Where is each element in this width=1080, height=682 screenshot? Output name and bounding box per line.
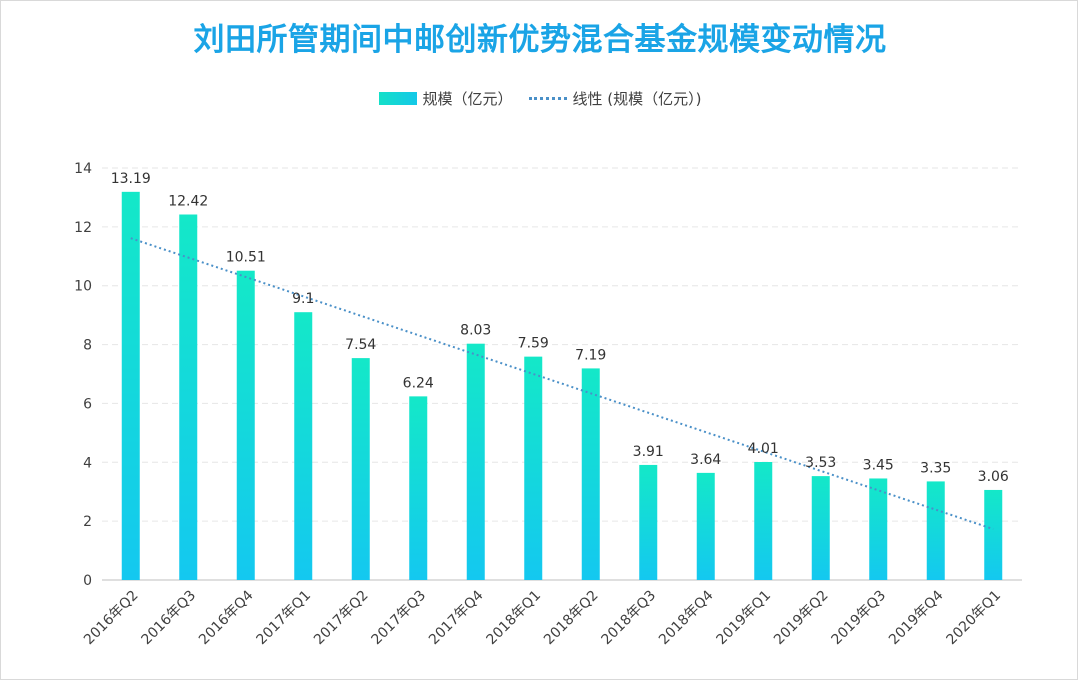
data-label: 3.64 (690, 452, 721, 468)
bar (351, 358, 370, 580)
legend-swatch-trend (528, 97, 567, 100)
y-tick-label: 4 (83, 455, 92, 471)
bar (984, 489, 1003, 580)
legend-item-bar: 规模（亿元） (378, 88, 513, 109)
bar (524, 356, 543, 580)
data-labels: 13.19 12.42 10.51 9.1 7.54 6.24 8.03 7.59 7.19 3.… (111, 171, 1009, 485)
y-tick-label: 8 (83, 338, 92, 354)
data-label: 3.45 (863, 457, 894, 473)
trendline-path (130, 237, 994, 531)
data-label: 4.01 (748, 441, 779, 457)
bar (811, 476, 830, 580)
x-tick-label: 2019年Q3 (829, 588, 890, 649)
y-tick-label: 6 (83, 396, 92, 412)
data-label: 3.53 (805, 455, 836, 471)
y-axis: 0 2 4 6 8 10 12 14 (74, 161, 92, 589)
data-label: 6.24 (403, 375, 434, 391)
y-tick-label: 2 (83, 514, 92, 530)
x-tick-label: 2019年Q4 (886, 587, 947, 648)
bar (639, 464, 658, 580)
x-tick-label: 2018年Q4 (656, 587, 717, 648)
data-label: 3.35 (920, 460, 951, 476)
x-tick-label: 2016年Q4 (196, 587, 257, 648)
x-tick-label: 2018年Q1 (484, 588, 545, 649)
gridlines (102, 167, 1022, 581)
chart-title: 刘田所管期间中邮创新优势混合基金规模变动情况 (193, 22, 887, 58)
bar (409, 396, 428, 580)
data-label: 3.06 (978, 469, 1009, 485)
x-tick-label: 2017年Q3 (369, 588, 430, 649)
y-tick-label: 14 (74, 161, 92, 177)
bar (466, 343, 485, 580)
bar (294, 312, 313, 580)
data-label: 9.1 (292, 291, 314, 307)
bar (696, 472, 715, 580)
x-tick-label: 2018年Q2 (541, 588, 602, 649)
data-label: 7.59 (518, 336, 549, 352)
data-label: 7.54 (345, 337, 376, 353)
bar (581, 368, 600, 580)
x-tick-label: 2017年Q1 (254, 588, 315, 649)
data-label: 3.91 (633, 444, 664, 460)
data-label: 13.19 (111, 171, 151, 187)
bar (926, 481, 945, 580)
legend-label-bar: 规模（亿元） (422, 90, 513, 108)
legend-item-trend: 线性 (规模（亿元）) (528, 88, 702, 109)
x-tick-label: 2019年Q1 (714, 588, 775, 649)
x-tick-label: 2019年Q2 (771, 588, 832, 649)
y-tick-label: 10 (74, 279, 92, 295)
bar (869, 478, 888, 580)
bar (179, 214, 198, 581)
bar (754, 461, 773, 580)
legend-swatch-bar (378, 92, 417, 105)
x-tick-label: 2016年Q2 (81, 588, 142, 649)
y-tick-label: 12 (74, 220, 92, 236)
legend-label-trend: 线性 (规模（亿元）) (572, 90, 702, 108)
bars (121, 191, 1003, 581)
y-tick-label: 0 (83, 573, 92, 589)
x-tick-label: 2017年Q4 (426, 587, 487, 648)
data-label: 8.03 (460, 323, 491, 339)
x-tick-label: 2020年Q1 (944, 588, 1005, 649)
x-axis: 2016年Q22016年Q32016年Q42017年Q12017年Q22017年… (81, 587, 1004, 648)
data-label: 7.19 (575, 347, 606, 363)
data-label: 10.51 (226, 250, 266, 266)
bar (121, 191, 140, 580)
legend: 规模（亿元） 线性 (规模（亿元）) (0, 88, 1080, 109)
x-tick-label: 2016年Q3 (139, 588, 200, 649)
x-tick-label: 2018年Q3 (599, 588, 660, 649)
data-label: 12.42 (168, 193, 208, 209)
x-tick-label: 2017年Q2 (311, 588, 372, 649)
bar (236, 270, 255, 580)
trendline (130, 237, 994, 531)
